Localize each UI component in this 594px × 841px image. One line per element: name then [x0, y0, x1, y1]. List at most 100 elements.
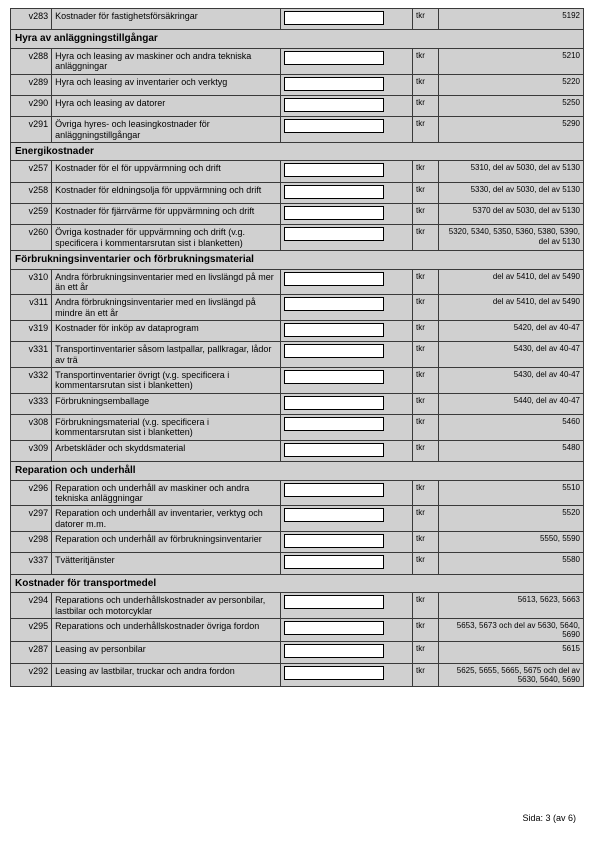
row-code: v319: [11, 321, 52, 342]
row-input-cell: [281, 480, 413, 506]
row-code: v289: [11, 74, 52, 95]
table-row: v333Förbrukningsemballagetkr5440, del av…: [11, 393, 584, 414]
row-input[interactable]: [284, 119, 384, 133]
row-input-cell: [281, 440, 413, 461]
row-input[interactable]: [284, 370, 384, 384]
row-input[interactable]: [284, 11, 384, 25]
row-input[interactable]: [284, 98, 384, 112]
row-label: Förbrukningsmaterial (v.g. specificera i…: [52, 415, 281, 441]
row-label: Transportinventarier övrigt (v.g. specif…: [52, 368, 281, 394]
row-ref: del av 5410, del av 5490: [439, 269, 584, 295]
table-row: v288Hyra och leasing av maskiner och and…: [11, 48, 584, 74]
table-row: v289Hyra och leasing av inventarier och …: [11, 74, 584, 95]
row-code: v333: [11, 393, 52, 414]
row-input-cell: [281, 95, 413, 116]
row-code: v298: [11, 531, 52, 552]
row-ref: del av 5410, del av 5490: [439, 295, 584, 321]
row-input[interactable]: [284, 272, 384, 286]
row-input[interactable]: [284, 417, 384, 431]
row-input[interactable]: [284, 555, 384, 569]
row-input[interactable]: [284, 344, 384, 358]
table-row: v332Transportinventarier övrigt (v.g. sp…: [11, 368, 584, 394]
row-input[interactable]: [284, 666, 384, 680]
row-input[interactable]: [284, 227, 384, 241]
row-label: Kostnader för fjärrvärme för uppvärmning…: [52, 204, 281, 225]
row-ref: 5220: [439, 74, 584, 95]
row-ref: 5653, 5673 och del av 5630, 5640, 5690: [439, 618, 584, 641]
row-unit: tkr: [413, 480, 439, 506]
row-input[interactable]: [284, 595, 384, 609]
row-input-cell: [281, 342, 413, 368]
row-input[interactable]: [284, 185, 384, 199]
section-heading-row: Hyra av anläggningstillgångar: [11, 30, 584, 49]
table-row: v257Kostnader för el för uppvärmning och…: [11, 161, 584, 182]
table-row: v292Leasing av lastbilar, truckar och an…: [11, 663, 584, 686]
table-row: v308Förbrukningsmaterial (v.g. specifice…: [11, 415, 584, 441]
table-row: v287Leasing av personbilartkr5615: [11, 642, 584, 663]
row-label: Tvätteritjänster: [52, 553, 281, 574]
row-input[interactable]: [284, 51, 384, 65]
row-input[interactable]: [284, 206, 384, 220]
table-row: v258Kostnader för eldningsolja för uppvä…: [11, 182, 584, 203]
row-code: v337: [11, 553, 52, 574]
table-row: v331Transportinventarier såsom lastpalla…: [11, 342, 584, 368]
row-input-cell: [281, 321, 413, 342]
row-unit: tkr: [413, 204, 439, 225]
row-input[interactable]: [284, 297, 384, 311]
row-unit: tkr: [413, 269, 439, 295]
row-code: v297: [11, 506, 52, 532]
row-label: Kostnader för eldningsolja för uppvärmni…: [52, 182, 281, 203]
row-input[interactable]: [284, 483, 384, 497]
row-label: Reparation och underhåll av inventarier,…: [52, 506, 281, 532]
table-row: v311Andra förbrukningsinventarier med en…: [11, 295, 584, 321]
row-input[interactable]: [284, 323, 384, 337]
row-ref: 5310, del av 5030, del av 5130: [439, 161, 584, 182]
table-row: v295Reparations och underhållskostnader …: [11, 618, 584, 641]
row-code: v258: [11, 182, 52, 203]
row-ref: 5250: [439, 95, 584, 116]
row-input-cell: [281, 9, 413, 30]
row-input-cell: [281, 663, 413, 686]
row-input[interactable]: [284, 77, 384, 91]
row-code: v287: [11, 642, 52, 663]
row-unit: tkr: [413, 618, 439, 641]
row-unit: tkr: [413, 161, 439, 182]
row-unit: tkr: [413, 48, 439, 74]
table-row: v309Arbetskläder och skyddsmaterialtkr54…: [11, 440, 584, 461]
row-label: Reparation och underhåll av maskiner och…: [52, 480, 281, 506]
page: v283Kostnader för fastighetsförsäkringar…: [0, 0, 594, 841]
row-input-cell: [281, 642, 413, 663]
row-input[interactable]: [284, 534, 384, 548]
footer-text: Sida: 3 (av 6): [522, 813, 576, 823]
row-input-cell: [281, 415, 413, 441]
section-heading: Hyra av anläggningstillgångar: [11, 30, 584, 49]
row-unit: tkr: [413, 321, 439, 342]
table-row: v337Tvätteritjänstertkr5580: [11, 553, 584, 574]
table-row: v296Reparation och underhåll av maskiner…: [11, 480, 584, 506]
row-input-cell: [281, 295, 413, 321]
row-input-cell: [281, 117, 413, 143]
form-table: v283Kostnader för fastighetsförsäkringar…: [10, 8, 584, 687]
section-heading-row: Energikostnader: [11, 142, 584, 161]
row-unit: tkr: [413, 393, 439, 414]
table-row: v294Reparations och underhållskostnader …: [11, 593, 584, 619]
row-input[interactable]: [284, 644, 384, 658]
row-input-cell: [281, 74, 413, 95]
row-input[interactable]: [284, 508, 384, 522]
row-input[interactable]: [284, 443, 384, 457]
row-unit: tkr: [413, 531, 439, 552]
row-input[interactable]: [284, 621, 384, 635]
row-code: v288: [11, 48, 52, 74]
row-input[interactable]: [284, 396, 384, 410]
row-ref: 5420, del av 40-47: [439, 321, 584, 342]
row-unit: tkr: [413, 663, 439, 686]
row-code: v308: [11, 415, 52, 441]
row-input-cell: [281, 553, 413, 574]
row-label: Reparation och underhåll av förbruknings…: [52, 531, 281, 552]
row-label: Hyra och leasing av maskiner och andra t…: [52, 48, 281, 74]
row-label: Andra förbrukningsinventarier med en liv…: [52, 269, 281, 295]
row-input[interactable]: [284, 163, 384, 177]
row-ref: 5460: [439, 415, 584, 441]
row-ref: 5330, del av 5030, del av 5130: [439, 182, 584, 203]
row-ref: 5430, del av 40-47: [439, 368, 584, 394]
